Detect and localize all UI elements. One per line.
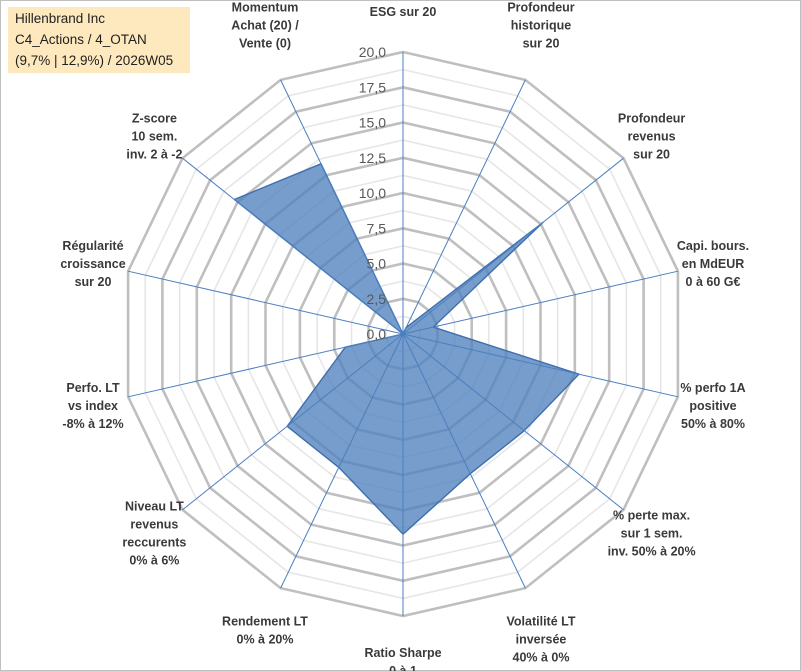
axis-spoke (402, 333, 679, 398)
axis-spoke (280, 79, 404, 335)
tick-label: 2,5 (367, 291, 387, 307)
axis-label-line: 0% à 20% (237, 633, 294, 647)
axis-label-line: sur 1 sem. (621, 526, 683, 540)
axis-label-line: Z-score (132, 112, 177, 126)
axis-label-line: 0 à 1 (389, 664, 417, 671)
tick-label: 15,0 (359, 115, 386, 131)
axis-spoke (280, 333, 404, 589)
tick-label: 20,0 (359, 44, 386, 60)
axis-label: Capi. bours. en MdEUR 0 à 60 G€ (677, 239, 749, 289)
axis-label-line: en MdEUR (682, 257, 745, 271)
axis-label-line: inv. 2 à -2 (126, 148, 182, 162)
axis-label-line: sur 20 (75, 275, 112, 289)
axis-label-line: Régularité (62, 239, 123, 253)
axis-label-line: reccurents (122, 535, 186, 549)
tick-label: 5,0 (367, 256, 387, 272)
axis-label-line: inv. 50% à 20% (608, 544, 696, 558)
axis-label-line: Note (389, 0, 417, 1)
series-area (233, 163, 580, 535)
axis-spoke (402, 270, 679, 335)
axis-label-line: Perfo. LT (66, 381, 120, 395)
axis-spoke (182, 157, 404, 335)
axis-label-line: inversée (516, 633, 567, 647)
axis-label-line: -8% à 12% (62, 417, 123, 431)
axis-label-line: vs index (68, 399, 118, 413)
axis-spoke (127, 333, 404, 398)
axis-label-line: croissance (60, 257, 125, 271)
performance-period: (9,7% | 12,9%) / 2026W05 (15, 53, 174, 68)
axis-label-line: revenus (130, 517, 178, 531)
axis-label-line: 40% à 0% (513, 651, 570, 665)
axis-label: Niveau LT revenus reccurents 0% à 6% (122, 499, 186, 567)
axis-label-line: Profondeur (507, 1, 574, 15)
axis-spoke (402, 333, 624, 511)
axis-label-line: Momentum (232, 1, 299, 15)
axis-label: Régularité croissance sur 20 (60, 239, 125, 289)
tick-label: 17,5 (359, 79, 386, 95)
axis-label: Rendement LT 0% à 20% (222, 615, 308, 647)
axis-label-line: ESG sur 20 (370, 5, 437, 19)
axis-label-line: Vente (0) (239, 37, 291, 51)
axis-label-line: 0 à 60 G€ (686, 275, 741, 289)
axis-label-line: % perte max. (613, 508, 690, 522)
axis-label-line: Ratio Sharpe (364, 646, 441, 660)
axis-label-line: Profondeur (618, 112, 685, 126)
axis-label-line: historique (511, 19, 571, 33)
axis-label-line: positive (689, 399, 736, 413)
axis-label-line: sur 20 (523, 37, 560, 51)
axis-label: Momentum Achat (20) / Vente (0) (231, 1, 299, 51)
axis-label-line: 50% à 80% (681, 417, 745, 431)
axis-spoke (182, 333, 404, 511)
axis-label: Profondeur revenus sur 20 (618, 112, 685, 162)
axis-label-line: % perfo 1A (680, 381, 745, 395)
axis-label-line: Achat (20) / (231, 19, 299, 33)
axis-spoke (402, 157, 624, 335)
axis-label-line: revenus (628, 130, 676, 144)
portfolio-path: C4_Actions / 4_OTAN (15, 32, 147, 47)
axis-spoke (402, 79, 526, 335)
axis-label-line: 10 sem. (131, 130, 177, 144)
chart-title-box: Hillenbrand Inc C4_Actions / 4_OTAN (9,7… (8, 7, 190, 73)
axis-label: Volatilité LT inversée 40% à 0% (507, 615, 576, 665)
axis-label-line: Rendement LT (222, 615, 308, 629)
axis-label-line: 0% à 6% (129, 553, 179, 567)
tick-label: 0,0 (367, 326, 387, 342)
axis-label: % perfo 1A positive 50% à 80% (680, 381, 745, 431)
axis-label-line: Volatilité LT (507, 615, 576, 629)
axis-label: Profondeur historique sur 20 (507, 1, 574, 51)
company-name: Hillenbrand Inc (15, 11, 106, 26)
axis-label: Z-score 10 sem. inv. 2 à -2 (126, 112, 182, 162)
axis-label: Note ESG sur 20 (370, 0, 437, 19)
tick-label: 7,5 (367, 220, 387, 236)
tick-label: 10,0 (359, 185, 386, 201)
axis-label: Perfo. LT vs index -8% à 12% (62, 381, 123, 431)
axis-label-line: Niveau LT (125, 499, 184, 513)
axis-label: Ratio Sharpe 0 à 1 (364, 646, 441, 671)
axis-spoke (402, 333, 526, 589)
axis-label-line: sur 20 (633, 148, 670, 162)
axis-label-line: Capi. bours. (677, 239, 749, 253)
axis-spoke (127, 270, 404, 335)
tick-label: 12,5 (359, 150, 386, 166)
axis-label: % perte max. sur 1 sem. inv. 50% à 20% (608, 508, 696, 558)
